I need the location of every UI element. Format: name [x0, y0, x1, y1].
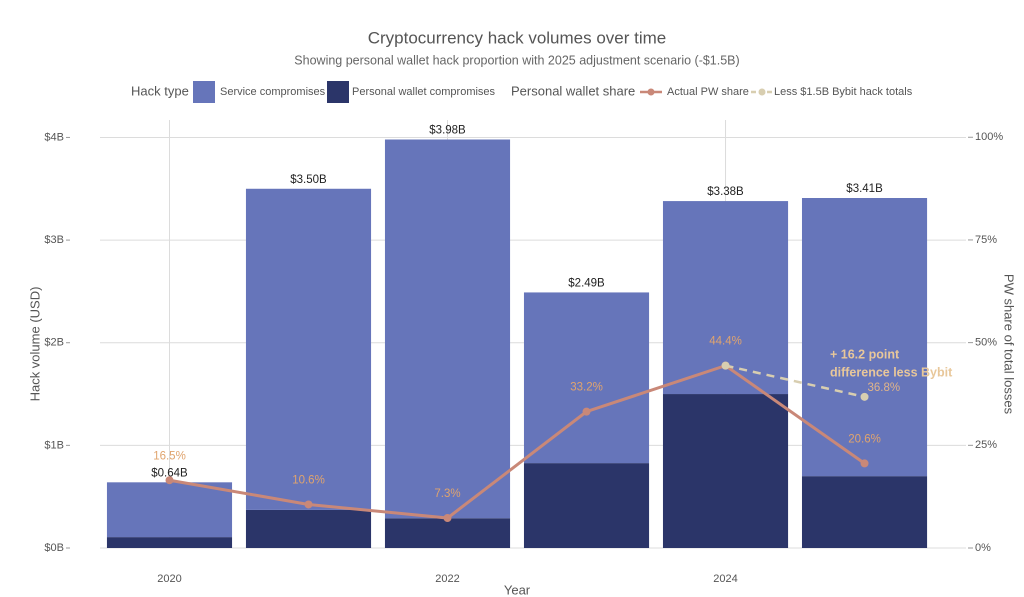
total-label: $0.64B	[151, 467, 188, 479]
line-point	[304, 500, 313, 509]
bar-segment	[801, 198, 928, 477]
bar-segment	[106, 482, 233, 538]
chart-title: Cryptocurrency hack volumes over time	[368, 28, 667, 47]
x-axis-title: Year	[504, 582, 531, 597]
value-label: 20.6%	[848, 433, 881, 445]
annotation: + 16.2 point	[830, 347, 900, 361]
line-series	[169, 363, 866, 520]
y-tick-label: $1B	[44, 439, 64, 451]
line-point	[582, 407, 591, 416]
bar-segment	[384, 518, 511, 548]
value-label: 16.5%	[153, 450, 186, 462]
legend-title: Hack type	[131, 83, 189, 98]
value-label: 44.4%	[709, 336, 742, 348]
bar-segment	[384, 139, 511, 519]
legend-title: Personal wallet share	[511, 83, 635, 98]
legend-swatch	[758, 88, 766, 96]
legend-label: Service compromises	[220, 86, 326, 98]
line-point	[165, 476, 174, 485]
legend-label: Actual PW share	[667, 86, 749, 98]
y-axis-title: Hack volume (USD)	[27, 287, 42, 402]
total-label: $3.38B	[707, 186, 744, 198]
bar-segment	[106, 537, 233, 548]
x-tick-label: 2020	[157, 573, 181, 585]
y2-axis-title: PW share of total losses	[1002, 274, 1017, 415]
y-tick-label: $4B	[44, 131, 64, 143]
line-series	[725, 364, 865, 399]
y2-tick-label: 25%	[975, 439, 997, 451]
x-tick-label: 2024	[713, 573, 737, 585]
value-label: 36.8%	[868, 382, 901, 394]
y2-tick-label: 100%	[975, 131, 1003, 143]
total-label: $3.41B	[846, 183, 883, 195]
y2-tick-label: 0%	[975, 542, 991, 554]
line-point	[721, 361, 730, 370]
x-tick-label: 2022	[435, 573, 459, 585]
annotation: difference less Bybit	[830, 365, 953, 379]
total-label: $3.98B	[429, 125, 466, 137]
y-tick-label: $2B	[44, 337, 64, 349]
legend-swatch	[193, 81, 215, 103]
bar-segment	[523, 292, 650, 464]
bar-segment	[245, 188, 372, 510]
bar-segment	[523, 463, 650, 548]
y2-tick-label: 50%	[975, 337, 997, 349]
bar-segment	[801, 476, 928, 548]
y-tick-label: $3B	[44, 234, 64, 246]
line-point	[860, 459, 869, 468]
bar-segment	[245, 509, 372, 548]
legend-swatch	[647, 88, 655, 96]
value-label: 10.6%	[292, 474, 325, 486]
legend-label: Personal wallet compromises	[352, 86, 496, 98]
bar-segment	[662, 394, 789, 548]
legend-swatch	[327, 81, 349, 103]
y2-tick-label: 75%	[975, 234, 997, 246]
value-label: 33.2%	[570, 382, 603, 394]
value-label: 7.3%	[434, 488, 460, 500]
total-label: $3.50B	[290, 174, 327, 186]
line-point	[860, 392, 869, 401]
legend-label: Less $1.5B Bybit hack totals	[774, 86, 913, 98]
y-tick-label: $0B	[44, 542, 64, 554]
total-label: $2.49B	[568, 277, 605, 289]
chart-subtitle: Showing personal wallet hack proportion …	[294, 53, 739, 67]
line-point	[443, 514, 452, 523]
